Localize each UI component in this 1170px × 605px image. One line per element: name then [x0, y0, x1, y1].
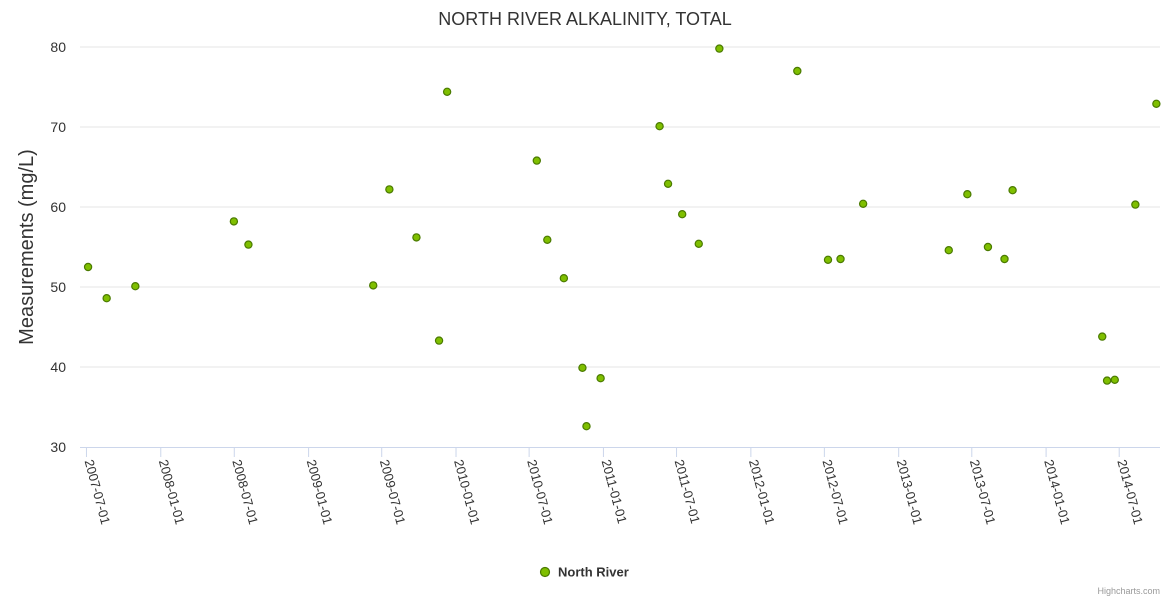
data-point[interactable] — [369, 281, 378, 290]
data-point[interactable] — [102, 294, 111, 303]
legend-marker-north-river[interactable] — [539, 566, 551, 578]
data-point[interactable] — [559, 274, 569, 283]
data-point[interactable] — [677, 209, 687, 219]
data-point[interactable] — [543, 235, 552, 244]
y-tick-label: 30 — [50, 439, 66, 455]
series-north-river[interactable] — [83, 44, 1161, 431]
data-point[interactable] — [412, 233, 421, 242]
data-point[interactable] — [823, 255, 833, 264]
x-tick-label: 2009-07-01 — [377, 458, 409, 526]
data-point[interactable] — [83, 262, 93, 272]
data-point[interactable] — [944, 245, 953, 255]
data-point[interactable] — [1098, 332, 1107, 341]
legend-item-north-river[interactable]: North River — [558, 565, 629, 580]
data-point[interactable] — [655, 121, 664, 131]
y-tick-label: 50 — [50, 279, 66, 295]
x-tick-label: 2008-01-01 — [156, 458, 188, 526]
y-tick-label: 40 — [50, 359, 66, 375]
data-point[interactable] — [663, 179, 673, 188]
data-point[interactable] — [385, 185, 394, 194]
data-point[interactable] — [1000, 254, 1009, 264]
data-point[interactable] — [578, 363, 587, 372]
data-point[interactable] — [858, 199, 868, 208]
y-axis-label: Measurements (mg/L) — [16, 149, 38, 345]
data-point[interactable] — [1110, 375, 1119, 384]
x-tick-label: 2010-01-01 — [451, 458, 483, 526]
x-tick-label: 2012-01-01 — [746, 458, 778, 526]
legend[interactable]: North River — [539, 565, 629, 580]
x-tick-label: 2013-01-01 — [894, 458, 926, 526]
data-point[interactable] — [131, 282, 140, 291]
x-tick-label: 2011-07-01 — [672, 458, 703, 525]
data-point[interactable] — [532, 156, 541, 165]
x-tick-label: 2012-07-01 — [819, 458, 851, 526]
x-tick-label: 2009-01-01 — [304, 458, 336, 526]
data-point[interactable] — [434, 336, 444, 345]
x-tick-label: 2008-07-01 — [229, 458, 261, 526]
data-point[interactable] — [836, 254, 845, 264]
x-tick-label: 2013-07-01 — [967, 458, 999, 526]
x-tick-label: 2014-07-01 — [1114, 458, 1146, 526]
data-point[interactable] — [442, 87, 452, 97]
data-point[interactable] — [963, 189, 972, 199]
y-axis-ticks: 30 40 50 60 70 80 — [50, 39, 66, 455]
data-point[interactable] — [1131, 200, 1140, 209]
data-point[interactable] — [1102, 376, 1112, 385]
data-point[interactable] — [1152, 99, 1161, 109]
grid-lines — [80, 46, 1160, 368]
data-point[interactable] — [596, 374, 605, 383]
chart-title: NORTH RIVER ALKALINITY, TOTAL — [438, 9, 731, 29]
data-point[interactable] — [244, 240, 253, 249]
data-point[interactable] — [694, 239, 703, 248]
x-tick-label: 2007-07-01 — [82, 458, 114, 526]
data-point[interactable] — [715, 44, 724, 53]
data-point[interactable] — [983, 242, 993, 252]
data-point[interactable] — [582, 422, 591, 431]
data-point[interactable] — [793, 66, 802, 76]
data-point[interactable] — [229, 217, 239, 226]
y-tick-label: 60 — [50, 199, 66, 215]
x-tick-label: 2010-07-01 — [524, 458, 556, 526]
x-tick-label: 2011-01-01 — [599, 458, 630, 525]
x-tick-label: 2014-01-01 — [1041, 458, 1073, 526]
credits-link[interactable]: Highcharts.com — [1097, 586, 1160, 596]
x-axis-ticks: 2007-07-01 2008-01-01 2008-07-01 2009-01-01… — [82, 447, 1146, 526]
y-tick-label: 70 — [50, 119, 66, 135]
data-point[interactable] — [1008, 185, 1017, 195]
y-tick-label: 80 — [50, 39, 66, 55]
